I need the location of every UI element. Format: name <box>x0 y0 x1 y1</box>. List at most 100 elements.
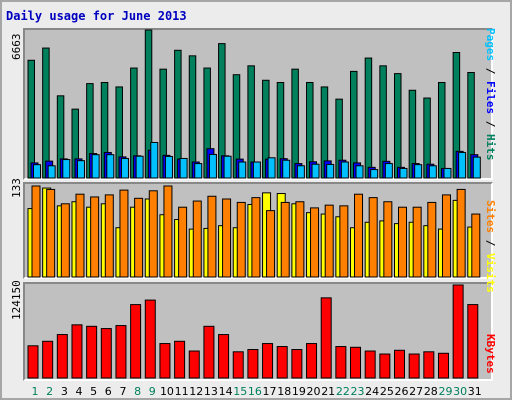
x-tick-label: 13 <box>204 385 218 398</box>
x-tick-label: 5 <box>90 385 97 398</box>
pages-bar <box>194 163 203 179</box>
kbytes-bar <box>218 334 230 379</box>
kbytes-bar <box>188 350 200 379</box>
sites-bar <box>398 206 407 278</box>
x-tick-label: 29 <box>438 385 452 398</box>
x-tick-label: 16 <box>248 385 262 398</box>
x-tick-label: 22 <box>336 385 350 398</box>
x-tick-label: 30 <box>453 385 467 398</box>
sites-bar <box>441 194 451 278</box>
kbytes-bar <box>320 297 332 379</box>
x-tick-label: 27 <box>409 385 423 398</box>
hits-bar <box>27 59 35 179</box>
kbytes-bar <box>203 325 215 379</box>
x-tick-label: 24 <box>365 385 379 398</box>
kbytes-bar <box>452 284 464 379</box>
pages-bar <box>120 157 129 179</box>
kbytes-bar <box>291 349 303 379</box>
sites-bar <box>251 197 261 278</box>
kbytes-bar <box>276 346 288 379</box>
pages-bar <box>47 165 56 179</box>
pages-bar <box>311 163 320 179</box>
pages-bar <box>33 164 41 179</box>
sites-bar <box>148 190 158 278</box>
hits-bar <box>42 47 50 179</box>
kbytes-bar <box>174 340 186 379</box>
kbytes-bar <box>262 343 274 379</box>
x-tick-label: 11 <box>175 385 189 398</box>
sites-bar <box>339 205 349 278</box>
kbytes-bar <box>394 349 405 379</box>
pages-bar <box>384 163 393 179</box>
pages-bar <box>472 156 481 179</box>
sites-bar <box>75 193 85 278</box>
sites-bar <box>236 201 246 278</box>
kbytes-bar <box>437 352 449 379</box>
kbytes-bar <box>27 345 39 379</box>
pages-bar <box>223 155 232 179</box>
kbytes-bar <box>423 351 435 379</box>
sites-bar <box>119 189 129 278</box>
kbytes-bar <box>232 351 244 379</box>
kbytes-bar <box>130 304 142 379</box>
sites-bar <box>427 201 437 278</box>
kbytes-bar <box>467 304 479 379</box>
kbytes-bar <box>379 353 391 379</box>
x-tick-label: 8 <box>134 385 141 398</box>
x-tick-label: 25 <box>380 385 394 398</box>
kbytes-bar <box>159 343 171 379</box>
kbytes-bar <box>335 346 347 379</box>
sites-bar <box>192 200 202 278</box>
pages-bar <box>150 141 159 179</box>
x-tick-label: 20 <box>307 385 321 398</box>
sites-bar <box>222 198 232 278</box>
sites-bar <box>90 196 100 278</box>
pages-bar <box>179 157 188 179</box>
kbytes-bar <box>350 346 362 379</box>
pages-bar <box>399 167 408 179</box>
sites-bar <box>266 210 276 278</box>
pages-bar <box>76 160 85 179</box>
sites-bar <box>310 207 320 278</box>
pages-bar <box>91 154 100 179</box>
hits-bar <box>437 81 446 179</box>
x-tick-label: 10 <box>160 385 174 398</box>
x-tick-label: 31 <box>468 385 482 398</box>
pages-bar <box>355 165 364 179</box>
pages-bar <box>238 161 247 179</box>
pages-bar <box>62 159 71 179</box>
kbytes-bar <box>306 343 318 379</box>
kbytes-bar <box>144 299 156 379</box>
x-tick-label: 18 <box>277 385 291 398</box>
hits-bar <box>394 73 402 179</box>
x-tick-label: 23 <box>351 385 365 398</box>
kbytes-bar <box>100 328 112 379</box>
sites-bar <box>31 185 41 278</box>
hits-bar <box>364 57 373 179</box>
pages-bar <box>340 161 349 179</box>
x-tick-label: 4 <box>75 385 82 398</box>
x-tick-label: 9 <box>149 385 156 398</box>
sites-bar <box>280 201 290 278</box>
pages-bar <box>208 153 217 179</box>
kbytes-bar <box>115 325 127 379</box>
pages-bar <box>282 159 291 179</box>
pages-bar <box>267 157 276 179</box>
pages-bar <box>370 169 379 179</box>
kbytes-bar <box>364 350 376 379</box>
x-tick-label: 7 <box>119 385 126 398</box>
pages-bar <box>458 151 467 179</box>
x-tick-label: 12 <box>189 385 203 398</box>
sites-bar <box>104 194 114 278</box>
x-tick-label: 6 <box>105 385 112 398</box>
sites-bar <box>295 201 305 278</box>
hits-bar <box>247 65 255 179</box>
x-tick-label: 2 <box>46 385 53 398</box>
pages-bar <box>164 155 173 179</box>
kbytes-bar <box>408 353 420 379</box>
sites-bar <box>354 193 364 278</box>
sites-bar <box>46 188 56 278</box>
x-tick-label: 15 <box>233 385 247 398</box>
